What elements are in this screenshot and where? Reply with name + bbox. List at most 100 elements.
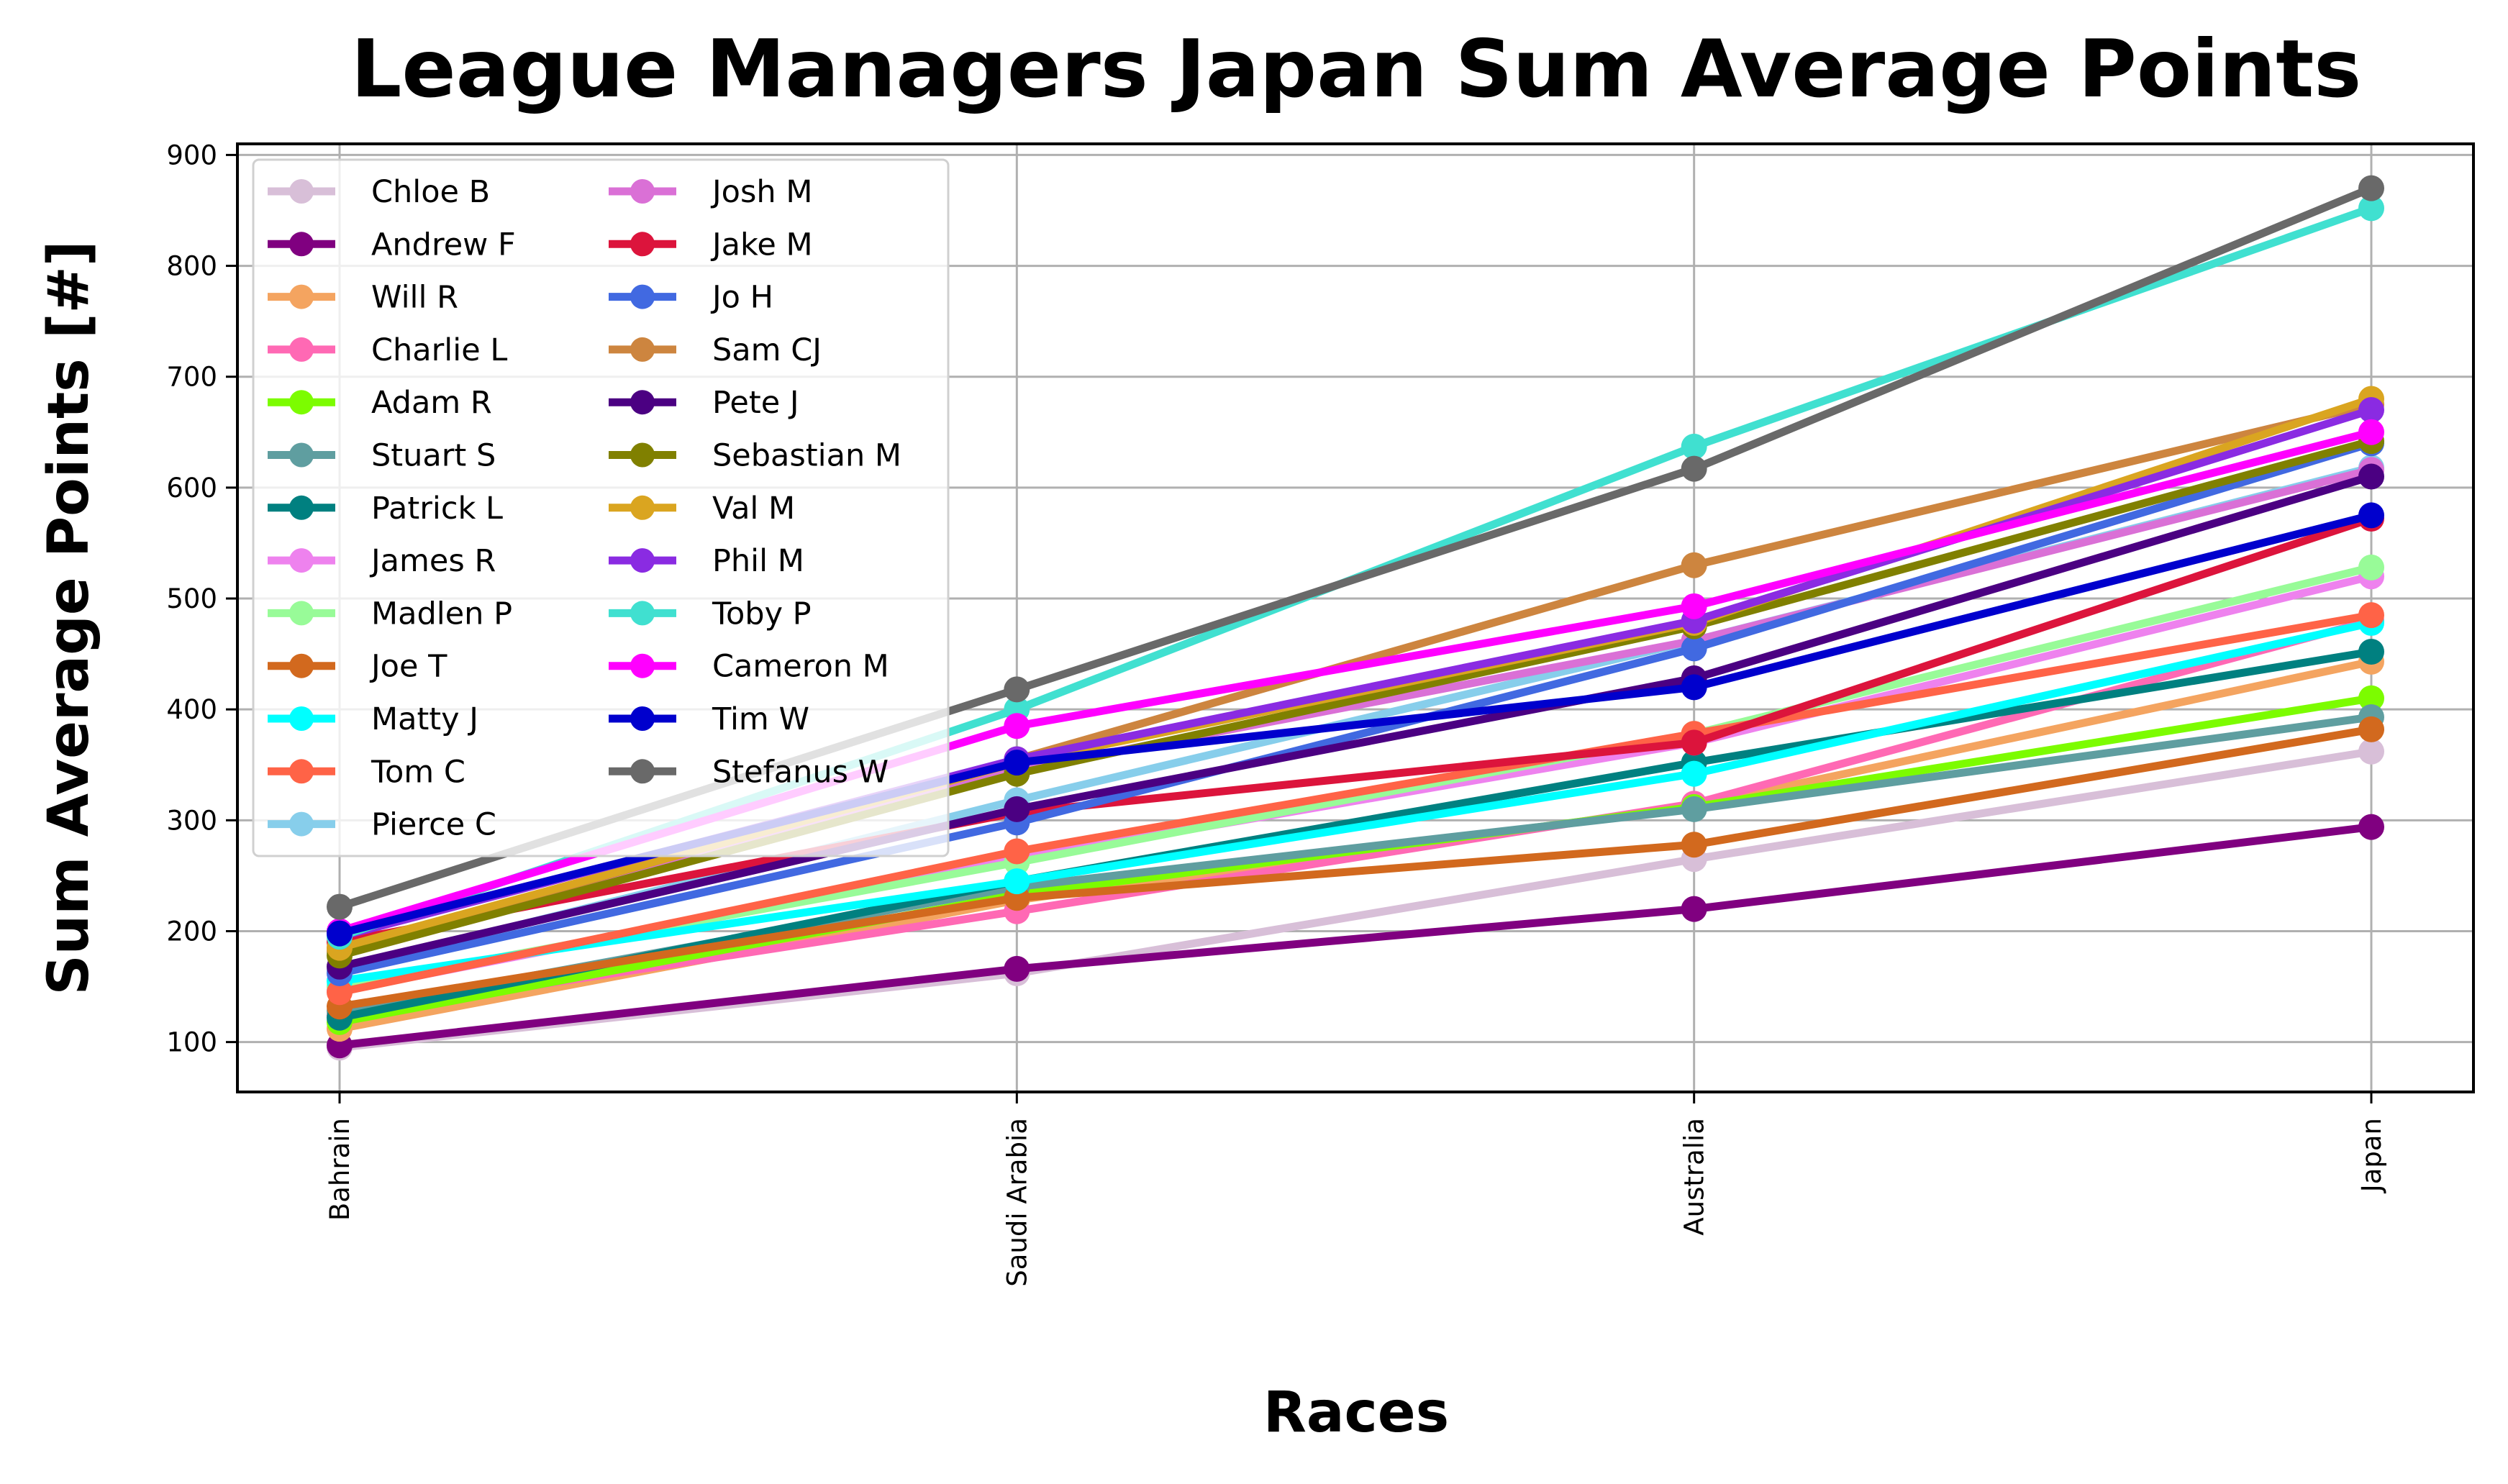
plot-frame xyxy=(236,142,2475,1093)
legend-item: Phil M xyxy=(609,543,804,579)
series-line xyxy=(335,725,2376,1011)
series-line xyxy=(335,616,2376,1020)
data-point xyxy=(2358,175,2384,201)
legend-item: Madlen P xyxy=(268,596,512,632)
legend-swatch-marker xyxy=(289,284,314,309)
legend-swatch-marker xyxy=(630,390,655,415)
series-line xyxy=(335,619,2376,985)
data-point xyxy=(1681,593,1707,619)
data-point xyxy=(1681,552,1707,578)
series-andrew-f xyxy=(327,814,2384,1059)
y-tick-label: 100 xyxy=(166,1027,217,1058)
legend-swatch-marker xyxy=(630,601,655,626)
legend-item: Sam CJ xyxy=(609,332,822,368)
y-tick-label: 800 xyxy=(166,251,217,282)
legend-item: Stuart S xyxy=(268,438,496,474)
legend-label: Will R xyxy=(371,280,458,316)
legend-label: Pete J xyxy=(712,385,799,421)
legend-item: Pierce C xyxy=(268,807,496,843)
series-line xyxy=(335,472,2376,971)
legend-item: Patrick L xyxy=(268,491,503,527)
legend-label: Madlen P xyxy=(371,596,512,632)
data-point xyxy=(1004,713,1030,739)
legend-item: Joe T xyxy=(268,649,447,685)
legend-item: Chloe B xyxy=(268,174,490,210)
legend-box xyxy=(252,158,950,857)
y-axis-label: Sum Average Points [#] xyxy=(37,240,101,995)
legend-label: Adam R xyxy=(371,385,492,421)
y-tick-label: 700 xyxy=(166,362,217,393)
y-axis-ticks: 100 200 300 400 500 600 700 800 900 xyxy=(166,140,237,1058)
y-tick-label: 300 xyxy=(166,805,217,836)
legend-label: Toby P xyxy=(712,596,812,632)
legend-item: Pete J xyxy=(609,385,799,421)
legend-label: Patrick L xyxy=(371,491,503,527)
legend-label: Chloe B xyxy=(371,174,490,210)
legend-swatch-marker xyxy=(289,706,314,731)
y-tick-label: 600 xyxy=(166,473,217,504)
data-point xyxy=(1681,896,1707,922)
data-point xyxy=(2358,685,2384,711)
legend-label: Stefanus W xyxy=(712,754,889,790)
series-line xyxy=(335,514,2376,947)
legend-swatch-marker xyxy=(630,179,655,204)
data-point xyxy=(1004,796,1030,822)
legend-swatch-marker xyxy=(630,232,655,257)
legend-swatch-marker xyxy=(630,759,655,784)
legend-item: Sebastian M xyxy=(609,438,901,474)
legend-swatch-marker xyxy=(630,442,655,468)
legend-label: Cameron M xyxy=(712,649,889,685)
series-line xyxy=(335,611,2376,996)
data-point xyxy=(1004,868,1030,895)
legend-swatch-marker xyxy=(630,495,655,520)
legend-item: Charlie L xyxy=(268,332,507,368)
legend-swatch-marker xyxy=(289,495,314,520)
data-point xyxy=(1681,674,1707,701)
legend-swatch-marker xyxy=(630,548,655,573)
data-point xyxy=(327,979,353,1006)
legend-item: Cameron M xyxy=(609,649,889,685)
data-point xyxy=(2358,602,2384,629)
x-tick-label: Bahrain xyxy=(324,1118,355,1221)
legend-label: Sebastian M xyxy=(712,438,901,474)
data-point xyxy=(1681,832,1707,858)
data-point xyxy=(1681,729,1707,756)
x-axis-ticks: Bahrain Saudi Arabia Australia Japan xyxy=(324,1092,2387,1287)
legend-swatch-marker xyxy=(630,653,655,678)
legend-label: Matty J xyxy=(371,701,478,737)
data-point xyxy=(1681,760,1707,787)
x-tick-label: Australia xyxy=(1679,1118,1710,1236)
data-point xyxy=(2358,419,2384,445)
legend-swatch-marker xyxy=(630,337,655,362)
series-line xyxy=(335,437,2376,960)
legend-item: Tom C xyxy=(268,754,465,790)
legend: Chloe B Andrew F Will R Charlie L Adam R Stua… xyxy=(252,158,950,857)
legend-item: Jo H xyxy=(609,280,773,316)
legend-item: James R xyxy=(268,543,496,579)
series-line xyxy=(335,823,2376,1050)
legend-swatch-marker xyxy=(289,653,314,678)
data-point xyxy=(1004,676,1030,703)
legend-swatch-marker xyxy=(289,232,314,257)
legend-item: Will R xyxy=(268,280,458,316)
legend-swatch-marker xyxy=(289,548,314,573)
legend-item: Jake M xyxy=(609,227,813,263)
legend-item: Adam R xyxy=(268,385,492,421)
y-tick-label: 900 xyxy=(166,140,217,170)
data-point xyxy=(1681,796,1707,822)
chart-title: League Managers Japan Sum Average Points xyxy=(351,23,2362,116)
legend-label: Tim W xyxy=(712,701,809,737)
legend-label: Jo H xyxy=(710,280,773,316)
data-point xyxy=(1004,838,1030,865)
x-tick-label: Japan xyxy=(2356,1118,2387,1193)
legend-label: Sam CJ xyxy=(712,332,822,368)
legend-label: Stuart S xyxy=(371,438,496,474)
y-tick-label: 500 xyxy=(166,583,217,614)
data-point xyxy=(2358,738,2384,765)
legend-label: Val M xyxy=(712,491,795,527)
y-tick-label: 400 xyxy=(166,694,217,725)
legend-swatch-marker xyxy=(289,811,314,837)
data-point xyxy=(1681,635,1707,662)
legend-swatch-marker xyxy=(289,390,314,415)
